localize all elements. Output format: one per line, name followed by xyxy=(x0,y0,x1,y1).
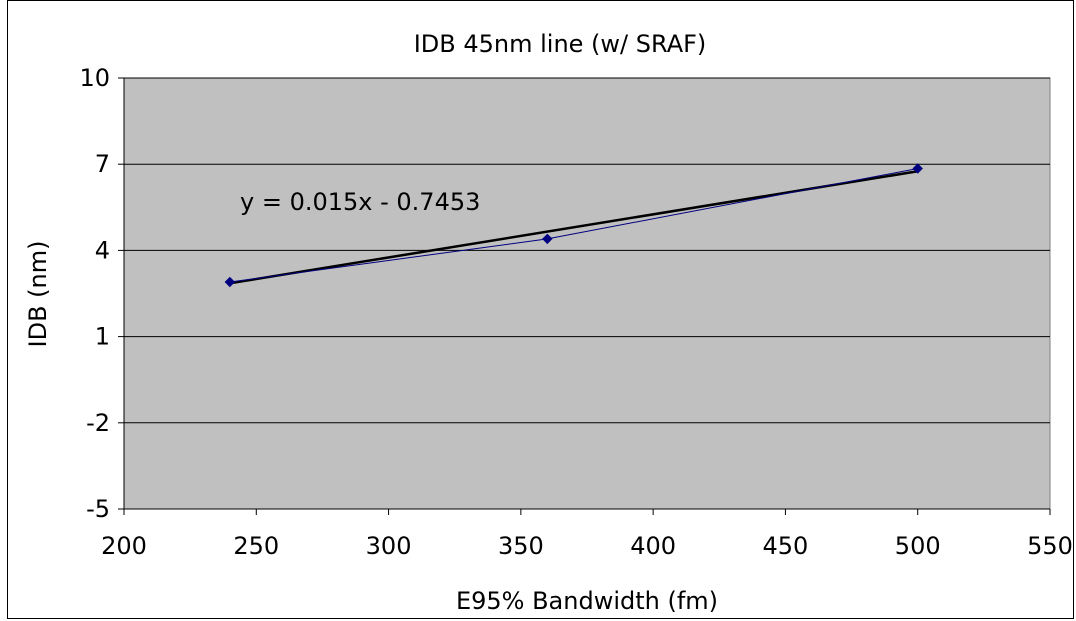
y-tick-label-0: 10 xyxy=(79,64,110,92)
trendline-equation: y = 0.015x - 0.7453 xyxy=(240,188,480,216)
data-point-2 xyxy=(912,163,923,174)
x-tick-label-0: 200 xyxy=(101,532,147,560)
axes xyxy=(118,77,1051,515)
x-tick-label-4: 400 xyxy=(630,532,676,560)
y-tick-label-1: 7 xyxy=(95,150,110,178)
plot-area xyxy=(123,77,1051,510)
x-tick-label-2: 300 xyxy=(366,532,412,560)
y-tick-label-2: 4 xyxy=(95,236,110,264)
data-series xyxy=(224,163,923,288)
chart-title: IDB 45nm line (w/ SRAF) xyxy=(414,30,707,58)
data-point-0 xyxy=(224,276,236,288)
y-tick-label-3: 1 xyxy=(95,323,110,351)
x-tick-label-1: 250 xyxy=(233,532,279,560)
x-axis-label: E95% Bandwidth (fm) xyxy=(456,587,718,615)
y-tick-label-4: -2 xyxy=(86,409,110,437)
x-tick-label-7: 550 xyxy=(1027,532,1073,560)
x-tick-label-6: 500 xyxy=(895,532,941,560)
y-axis-label: IDB (nm) xyxy=(24,241,52,348)
x-tick-label-5: 450 xyxy=(763,532,809,560)
data-point-1 xyxy=(542,233,553,245)
y-tick-label-5: -5 xyxy=(86,495,110,523)
grid-lines xyxy=(124,77,1050,424)
x-tick-label-3: 350 xyxy=(498,532,544,560)
tick-labels: 10 7 4 1 -2 -5 200 250 300 350 400 450 500 550 xyxy=(79,64,1072,560)
